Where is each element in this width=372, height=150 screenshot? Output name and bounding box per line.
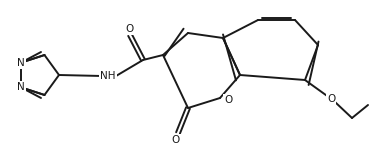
Text: O: O xyxy=(172,135,180,145)
Text: O: O xyxy=(327,94,335,104)
Text: O: O xyxy=(126,24,134,34)
Text: O: O xyxy=(224,95,232,105)
Text: N: N xyxy=(17,58,25,68)
Text: N: N xyxy=(17,82,25,92)
Text: NH: NH xyxy=(100,71,116,81)
